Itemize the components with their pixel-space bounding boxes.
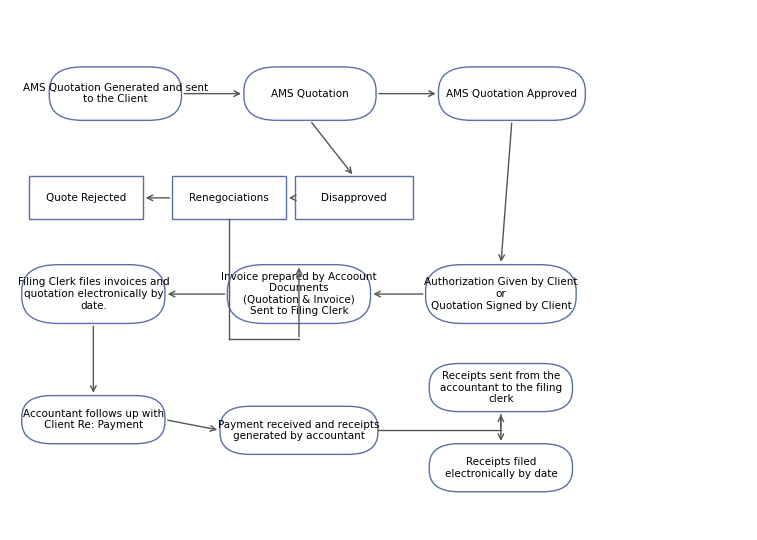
Text: AMS Quotation Generated and sent
to the Client: AMS Quotation Generated and sent to the … bbox=[23, 83, 208, 104]
Text: Invoice prepared by Accoount
Documents
(Quotation & Invoice)
Sent to Filing Cler: Invoice prepared by Accoount Documents (… bbox=[221, 272, 377, 316]
Bar bbox=[295, 177, 413, 219]
Text: Filing Clerk files invoices and
quotation electronically by
date.: Filing Clerk files invoices and quotatio… bbox=[17, 278, 169, 310]
FancyBboxPatch shape bbox=[425, 265, 576, 323]
FancyBboxPatch shape bbox=[22, 396, 165, 444]
FancyBboxPatch shape bbox=[429, 444, 572, 492]
Text: Disapproved: Disapproved bbox=[321, 193, 387, 203]
Text: AMS Quotation: AMS Quotation bbox=[271, 89, 349, 99]
Text: Payment received and receipts
generated by accountant: Payment received and receipts generated … bbox=[218, 420, 380, 441]
FancyBboxPatch shape bbox=[49, 67, 182, 120]
Text: AMS Quotation Approved: AMS Quotation Approved bbox=[447, 89, 578, 99]
Text: Receipts filed
electronically by date: Receipts filed electronically by date bbox=[444, 457, 557, 478]
Text: Receipts sent from the
accountant to the filing
clerk: Receipts sent from the accountant to the… bbox=[440, 371, 562, 404]
Bar bbox=[29, 177, 143, 219]
FancyBboxPatch shape bbox=[429, 363, 572, 411]
FancyBboxPatch shape bbox=[22, 265, 165, 323]
Text: Quote Rejected: Quote Rejected bbox=[46, 193, 126, 203]
Text: Authorization Given by Client
or
Quotation Signed by Client: Authorization Given by Client or Quotati… bbox=[424, 278, 578, 310]
Text: Renegociations: Renegociations bbox=[189, 193, 269, 203]
FancyBboxPatch shape bbox=[227, 265, 370, 323]
FancyBboxPatch shape bbox=[220, 406, 378, 454]
FancyBboxPatch shape bbox=[438, 67, 585, 120]
Text: Accountant follows up with
Client Re: Payment: Accountant follows up with Client Re: Pa… bbox=[23, 409, 164, 430]
FancyBboxPatch shape bbox=[244, 67, 376, 120]
Bar bbox=[173, 177, 286, 219]
